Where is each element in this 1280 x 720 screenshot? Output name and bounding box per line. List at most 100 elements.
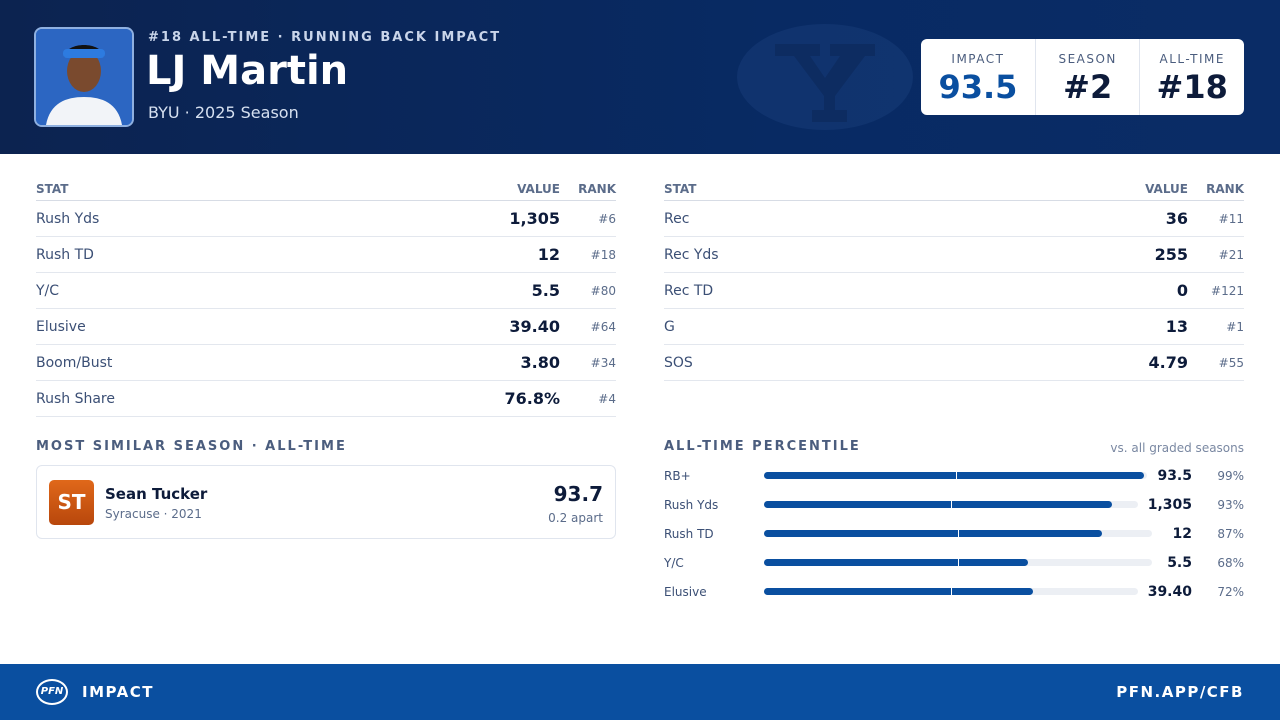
table-row: Rush Share 76.8% #4 xyxy=(36,381,616,417)
table-row: G 13 #1 xyxy=(664,309,1244,345)
bar-track xyxy=(764,558,1152,567)
percentile-label: Rush TD xyxy=(664,526,714,541)
percentile-text: 87% xyxy=(1217,526,1244,541)
stat-table: STAT VALUE RANK Rush Yds 1,305 #6 Rush TD 12 #18… xyxy=(36,178,616,417)
stat-value: 39.40 xyxy=(509,317,560,336)
badge-value: #2 xyxy=(1063,68,1113,106)
table-row: Y/C 5.5 #80 xyxy=(36,273,616,309)
stat-value: 76.8% xyxy=(504,389,560,408)
percentile-label: Y/C xyxy=(664,555,684,570)
column-header: RANK xyxy=(578,182,616,196)
badge-value: 93.5 xyxy=(938,68,1018,106)
percentile-value: 1,305 xyxy=(1147,496,1192,513)
median-marker xyxy=(950,587,952,596)
stat-name: Rush TD xyxy=(36,246,94,263)
stat-name: Boom/Bust xyxy=(36,354,113,371)
median-marker xyxy=(950,500,952,509)
median-marker xyxy=(958,558,959,567)
stat-rank: #55 xyxy=(1218,355,1244,370)
badge-label: SEASON xyxy=(1058,52,1117,66)
percentile-text: 72% xyxy=(1217,584,1244,599)
initials: ST xyxy=(49,480,94,525)
stat-value: 13 xyxy=(1165,317,1188,336)
bar xyxy=(764,588,1034,595)
percentile-note: vs. all graded seasons xyxy=(1110,441,1244,455)
table-row: Rush TD 12 #18 xyxy=(36,237,616,273)
footer-brand: IMPACT xyxy=(82,683,154,701)
table-header: STAT VALUE RANK xyxy=(36,178,616,201)
table-row: Rec TD 0 #121 xyxy=(664,273,1244,309)
table-row: Rush Yds 1,305 #6 xyxy=(36,201,616,237)
stat-name: Rec xyxy=(664,210,690,227)
stat-rank: #6 xyxy=(598,211,616,226)
stat-name: Rec TD xyxy=(664,282,714,299)
median-marker xyxy=(958,529,959,538)
similar-name: Sean Tucker xyxy=(105,485,208,503)
stat-rank: #11 xyxy=(1218,211,1244,226)
column-header: VALUE xyxy=(517,182,560,196)
stat-rank: #80 xyxy=(590,283,616,298)
percentile-label: Elusive xyxy=(664,584,707,599)
stat-rank: #121 xyxy=(1211,283,1244,298)
column-header: STAT xyxy=(664,182,697,196)
stat-name: Y/C xyxy=(36,282,60,299)
column-header: RANK xyxy=(1206,182,1244,196)
similar-meta: Syracuse · 2021 xyxy=(105,507,202,521)
stat-name: Elusive xyxy=(36,318,86,335)
percentile-row: RB+ 93.5 99% xyxy=(664,461,1244,490)
rank-label: #18 ALL-TIME · RUNNING BACK IMPACT xyxy=(148,30,502,45)
percentile-row: Y/C 5.5 68% xyxy=(664,548,1244,577)
subtitle: BYU · 2025 Season xyxy=(148,103,299,122)
percentile-row: Rush Yds 1,305 93% xyxy=(664,490,1244,519)
footer: PFN IMPACT PFN.APP/CFB xyxy=(0,664,1280,720)
percentile-value: 39.40 xyxy=(1147,583,1192,600)
badge-value: #18 xyxy=(1156,68,1228,106)
player-name: LJ Martin xyxy=(146,48,349,94)
section-title: ALL-TIME PERCENTILE xyxy=(664,439,861,454)
column-header: STAT xyxy=(36,182,69,196)
stat-value: 3.80 xyxy=(520,353,560,372)
bar-track xyxy=(764,471,1148,480)
bar-track xyxy=(764,587,1138,596)
bar xyxy=(764,530,1102,537)
similar-diff: 0.2 apart xyxy=(548,511,603,525)
stat-rank: #4 xyxy=(598,391,616,406)
percentile-text: 68% xyxy=(1217,555,1244,570)
stat-value: 5.5 xyxy=(531,281,560,300)
badges: IMPACT 93.5 SEASON #2 ALL-TIME #18 xyxy=(921,39,1244,115)
column-header: VALUE xyxy=(1145,182,1188,196)
table-row: Rec Yds 255 #21 xyxy=(664,237,1244,273)
stat-table: STAT VALUE RANK Rec 36 #11 Rec Yds 255 #21 Rec TD… xyxy=(664,178,1244,381)
footer-logo: PFN xyxy=(36,679,68,705)
percentile-label: RB+ xyxy=(664,468,691,483)
table-row: Rec 36 #11 xyxy=(664,201,1244,237)
badge: IMPACT 93.5 xyxy=(921,39,1035,115)
bar xyxy=(764,472,1144,479)
stat-value: 0 xyxy=(1176,281,1188,300)
stat-name: Rush Share xyxy=(36,390,115,407)
percentile-text: 93% xyxy=(1217,497,1244,512)
bar xyxy=(764,559,1028,566)
bar xyxy=(764,501,1112,508)
stat-rank: #1 xyxy=(1226,319,1244,334)
footer-url: PFN.APP/CFB xyxy=(1116,683,1244,701)
table-header: STAT VALUE RANK xyxy=(664,178,1244,201)
stat-value: 12 xyxy=(537,245,560,264)
badge: ALL-TIME #18 xyxy=(1139,39,1244,115)
badge: SEASON #2 xyxy=(1034,39,1140,115)
logo-watermark xyxy=(737,24,913,130)
badge-label: ALL-TIME xyxy=(1159,52,1225,66)
percentile-value: 5.5 xyxy=(1167,554,1192,571)
percentile-label: Rush Yds xyxy=(664,497,719,512)
stat-value: 36 xyxy=(1165,209,1188,228)
table-row: Boom/Bust 3.80 #34 xyxy=(36,345,616,381)
player-photo xyxy=(34,27,134,127)
table-row: SOS 4.79 #55 xyxy=(664,345,1244,381)
similar-card: ST Sean Tucker Syracuse · 2021 93.7 0.2 … xyxy=(36,465,616,539)
stat-value: 1,305 xyxy=(509,209,560,228)
stat-name: SOS xyxy=(664,354,693,371)
stat-rank: #21 xyxy=(1218,247,1244,262)
stat-name: Rush Yds xyxy=(36,210,100,227)
section-title: MOST SIMILAR SEASON · ALL-TIME xyxy=(36,439,347,454)
